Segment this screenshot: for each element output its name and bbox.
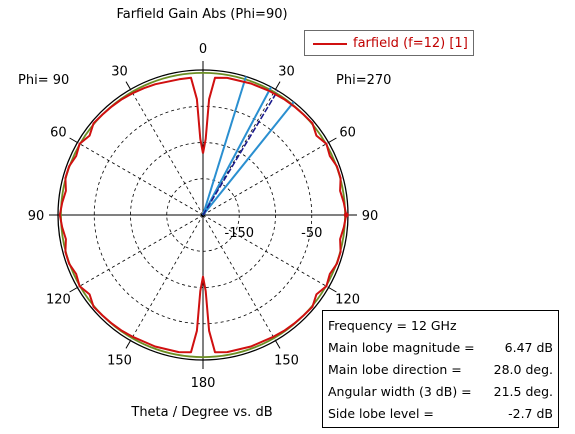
polar-tick: [69, 287, 78, 293]
polar-tick: [328, 137, 337, 143]
beam-center-line: [202, 86, 272, 216]
info-row-main-lobe-direction: Main lobe direction = 28.0 deg.: [328, 359, 553, 381]
beam-edge-line: [202, 101, 295, 216]
legend-swatch: [313, 43, 347, 45]
legend: farfield (f=12) [1]: [304, 30, 474, 56]
legend-label: farfield (f=12) [1]: [353, 36, 468, 51]
series-line: [58, 76, 348, 354]
beam-lines: [202, 76, 295, 216]
polar-spoke: [130, 214, 204, 341]
polar-grid: [49, 61, 357, 369]
angle-tick-label: 90: [362, 209, 379, 224]
polar-spoke: [202, 142, 329, 216]
polar-spoke: [77, 214, 204, 288]
info-label: Frequency = 12 GHz: [328, 318, 457, 333]
angle-tick-label: 150: [107, 354, 132, 369]
polar-tick: [125, 81, 131, 90]
info-label: Side lobe level =: [328, 406, 434, 421]
polar-spoke: [202, 214, 329, 288]
lobe-info-box: Frequency = 12 GHz Main lobe magnitude =…: [322, 310, 559, 428]
info-label: Angular width (3 dB) =: [328, 384, 472, 399]
info-value: 21.5 deg.: [493, 384, 553, 399]
angle-tick-label: 150: [274, 354, 299, 369]
angle-tick-label: 0: [199, 42, 207, 57]
angle-tick-label: 180: [191, 376, 216, 391]
angle-tick-label: 30: [111, 64, 128, 79]
series-layer: [58, 76, 349, 354]
polar-tick: [328, 287, 337, 293]
info-row-main-lobe-magnitude: Main lobe magnitude = 6.47 dB: [328, 337, 553, 359]
beam-edge-line: [202, 76, 247, 216]
radial-tick-label: -150: [225, 226, 255, 241]
polar-tick: [125, 340, 131, 349]
polar-spoke: [202, 214, 276, 341]
angle-tick-label: 60: [339, 126, 356, 141]
radial-tick-label: -50: [301, 226, 322, 241]
info-row-side-lobe-level: Side lobe level = -2.7 dB: [328, 403, 553, 425]
info-value: 6.47 dB: [504, 340, 553, 355]
right-phi-label: Phi=270: [336, 73, 392, 88]
chart-title: Farfield Gain Abs (Phi=90): [116, 7, 288, 22]
x-axis-caption: Theta / Degree vs. dB: [131, 405, 273, 420]
main-lobe-line: [202, 90, 279, 216]
data-point: [343, 212, 349, 218]
angle-tick-label: 90: [28, 209, 45, 224]
polar-labels: 0 30 60 90 120 150 180 150 120 90 60 30 -150 -50: [28, 42, 379, 391]
angle-tick-label: 60: [50, 126, 67, 141]
info-value: 28.0 deg.: [493, 362, 553, 377]
polar-spoke: [77, 142, 204, 216]
info-row-angular-width: Angular width (3 dB) = 21.5 deg.: [328, 381, 553, 403]
info-row-frequency: Frequency = 12 GHz: [328, 315, 553, 337]
angle-tick-label: 120: [46, 293, 71, 308]
polar-tick: [69, 137, 78, 143]
angle-tick-label: 30: [278, 64, 295, 79]
angle-tick-label: 120: [335, 293, 360, 308]
left-phi-label: Phi= 90: [18, 73, 70, 88]
polar-tick: [275, 340, 281, 349]
info-label: Main lobe magnitude =: [328, 340, 475, 355]
info-value: -2.7 dB: [508, 406, 553, 421]
info-label: Main lobe direction =: [328, 362, 462, 377]
polar-tick: [275, 81, 281, 90]
polar-spoke: [130, 89, 204, 216]
